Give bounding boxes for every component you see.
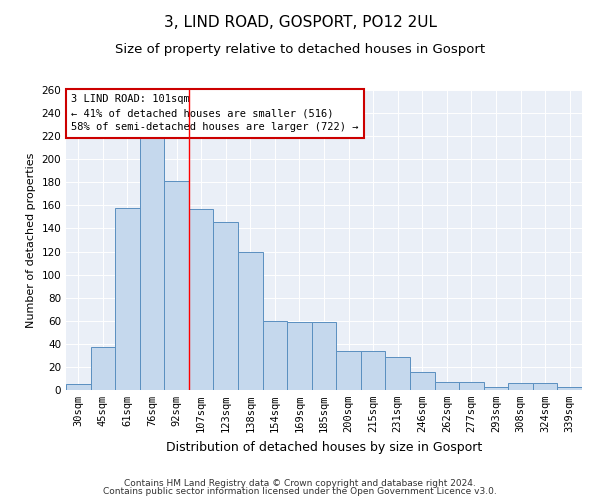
Bar	[508, 383, 533, 390]
Bar	[361, 351, 385, 390]
Bar	[115, 208, 140, 390]
Text: Contains public sector information licensed under the Open Government Licence v3: Contains public sector information licen…	[103, 487, 497, 496]
Text: Contains HM Land Registry data © Crown copyright and database right 2024.: Contains HM Land Registry data © Crown c…	[124, 478, 476, 488]
Y-axis label: Number of detached properties: Number of detached properties	[26, 152, 36, 328]
Bar	[410, 372, 434, 390]
Bar	[66, 384, 91, 390]
Bar	[214, 222, 238, 390]
Text: 3 LIND ROAD: 101sqm
← 41% of detached houses are smaller (516)
58% of semi-detac: 3 LIND ROAD: 101sqm ← 41% of detached ho…	[71, 94, 359, 132]
Bar	[336, 351, 361, 390]
Bar	[312, 322, 336, 390]
Bar	[459, 382, 484, 390]
Text: Size of property relative to detached houses in Gosport: Size of property relative to detached ho…	[115, 42, 485, 56]
Bar	[287, 322, 312, 390]
Bar	[557, 386, 582, 390]
Bar	[434, 382, 459, 390]
Bar	[238, 252, 263, 390]
Bar	[189, 209, 214, 390]
Bar	[91, 348, 115, 390]
Text: 3, LIND ROAD, GOSPORT, PO12 2UL: 3, LIND ROAD, GOSPORT, PO12 2UL	[163, 15, 437, 30]
Bar	[533, 383, 557, 390]
Bar	[385, 356, 410, 390]
Bar	[484, 386, 508, 390]
Bar	[164, 181, 189, 390]
Bar	[263, 321, 287, 390]
Bar	[140, 138, 164, 390]
X-axis label: Distribution of detached houses by size in Gosport: Distribution of detached houses by size …	[166, 440, 482, 454]
